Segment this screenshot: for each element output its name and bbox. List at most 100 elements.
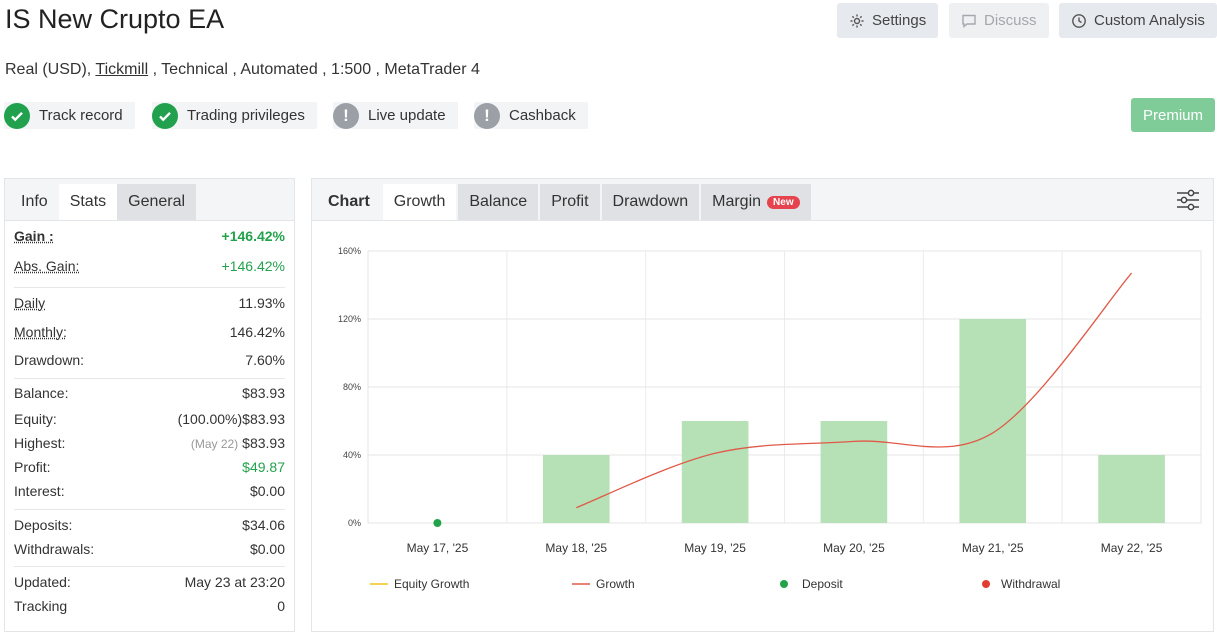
account-details: , Technical , Automated , 1:500 , MetaTr…: [148, 61, 480, 78]
stat-profit: Profit: $49.87: [14, 455, 285, 479]
stat-value: $83.93: [242, 385, 285, 401]
stats-tabs: Info Stats General: [5, 179, 294, 221]
chart-tabs: Chart Growth Balance Profit Drawdown Mar…: [312, 179, 1213, 221]
stat-value: +146.42%: [221, 258, 285, 274]
stat-label: Drawdown:: [14, 352, 85, 368]
x-tick-label: May 20, '25: [823, 541, 885, 555]
tab-chart[interactable]: Chart: [328, 193, 370, 210]
stat-drawdown: Drawdown: 7.60%: [14, 346, 285, 374]
legend-label: Equity Growth: [394, 577, 469, 591]
x-tick-label: May 21, '25: [962, 541, 1024, 555]
growth-chart: 0% 40% 80% 120% 160% May 17, '25 May 18, '25 M…: [338, 246, 1202, 591]
discuss-button[interactable]: Discuss: [949, 3, 1049, 38]
stat-balance: Balance: $83.93: [14, 379, 285, 407]
exclamation-circle-icon: !: [474, 102, 500, 129]
chart-panel: Chart Growth Balance Profit Drawdown Mar…: [311, 178, 1214, 632]
badge-cashback: ! Cashback: [474, 102, 588, 129]
growth-bar: [820, 421, 888, 523]
new-badge: New: [767, 195, 800, 209]
x-tick-label: May 18, '25: [545, 541, 607, 555]
y-tick-label: 160%: [338, 246, 361, 256]
stat-label: Updated:: [14, 574, 71, 590]
stat-value: 11.93%: [238, 295, 285, 311]
legend-label: Deposit: [802, 577, 843, 591]
growth-bar: [542, 455, 610, 523]
stat-label[interactable]: Gain :: [14, 228, 54, 244]
stat-label[interactable]: Abs. Gain:: [14, 258, 80, 274]
stat-label: Interest:: [14, 483, 65, 499]
check-circle-icon: [152, 102, 178, 129]
sliders-icon[interactable]: [1175, 187, 1201, 213]
legend-label: Growth: [596, 577, 635, 591]
badge-trading-privileges: Trading privileges: [152, 102, 317, 129]
stat-value: $0.00: [249, 483, 285, 499]
stat-label: Withdrawals:: [14, 541, 95, 557]
custom-analysis-button[interactable]: Custom Analysis: [1059, 3, 1217, 38]
stat-monthly: Monthly: 146.42%: [14, 318, 285, 346]
discuss-label: Discuss: [984, 12, 1037, 29]
page-title: IS New Crupto EA: [5, 4, 225, 34]
tab-stats[interactable]: Stats: [58, 184, 118, 220]
growth-bar: [959, 319, 1027, 523]
comment-icon: [962, 14, 976, 28]
gear-icon: [850, 14, 864, 27]
check-circle-icon: [4, 102, 30, 129]
stat-value: May 23 at 23:20: [184, 574, 285, 590]
stat-label: Equity:: [14, 411, 57, 427]
custom-analysis-label: Custom Analysis: [1094, 12, 1205, 29]
tab-general[interactable]: General: [117, 184, 197, 220]
stat-value: 0: [277, 598, 285, 614]
stat-highest: Highest: (May 22) $83.93: [14, 431, 285, 455]
exclamation-circle-icon: !: [333, 102, 359, 129]
stat-value: (100.00%)$83.93: [177, 411, 285, 427]
account-subtitle: Real (USD), Tickmill , Technical , Autom…: [5, 61, 480, 79]
tab-drawdown[interactable]: Drawdown: [601, 184, 700, 220]
tab-info[interactable]: Info: [21, 193, 48, 210]
settings-label: Settings: [872, 12, 927, 29]
stat-withdrawals: Withdrawals: $0.00: [14, 540, 285, 558]
stat-note: (May 22): [190, 437, 239, 451]
stat-value: $34.06: [242, 517, 285, 533]
stat-label: Profit:: [14, 459, 51, 475]
x-tick-label: May 19, '25: [684, 541, 746, 555]
badge-label: Track record: [39, 107, 123, 124]
legend-withdrawal-swatch: [982, 580, 990, 588]
account-type: Real (USD),: [5, 61, 96, 78]
tab-growth[interactable]: Growth: [382, 184, 457, 220]
stat-value: $83.93: [242, 435, 285, 451]
stat-label[interactable]: Daily: [14, 295, 46, 311]
badge-live-update: ! Live update: [333, 102, 458, 129]
premium-button[interactable]: Premium: [1131, 98, 1215, 132]
stat-value: 146.42%: [229, 324, 285, 340]
y-tick-label: 120%: [338, 314, 361, 324]
stat-updated: Updated: May 23 at 23:20: [14, 567, 285, 597]
stat-label: Tracking: [14, 598, 68, 614]
badge-track-record: Track record: [4, 102, 135, 129]
tab-balance[interactable]: Balance: [458, 184, 539, 220]
y-tick-label: 0%: [348, 518, 361, 528]
tab-profit[interactable]: Profit: [540, 184, 600, 220]
stat-label[interactable]: Monthly:: [14, 324, 67, 340]
x-tick-label: May 22, '25: [1101, 541, 1163, 555]
stat-label: Deposits:: [14, 517, 73, 533]
stat-gain: Gain : +146.42%: [14, 221, 285, 251]
stat-value: $49.87: [242, 459, 285, 475]
stat-deposits: Deposits: $34.06: [14, 510, 285, 540]
legend-label: Withdrawal: [1001, 577, 1060, 591]
growth-bar: [681, 421, 749, 523]
growth-bar: [1098, 455, 1165, 523]
stat-label: Balance:: [14, 385, 69, 401]
deposit-point: [433, 519, 442, 527]
stat-value: 7.60%: [245, 352, 285, 368]
y-tick-label: 40%: [343, 450, 361, 460]
tab-margin[interactable]: Margin New: [701, 184, 811, 220]
legend-deposit-swatch: [780, 580, 788, 588]
stat-interest: Interest: $0.00: [14, 479, 285, 503]
stat-tracking: Tracking 0: [14, 597, 285, 615]
stat-abs-gain: Abs. Gain: +146.42%: [14, 251, 285, 281]
broker-link[interactable]: Tickmill: [95, 61, 149, 78]
clock-icon: [1072, 13, 1086, 28]
growth-line: [576, 272, 1133, 509]
badge-label: Trading privileges: [187, 107, 305, 124]
settings-button[interactable]: Settings: [837, 3, 939, 38]
